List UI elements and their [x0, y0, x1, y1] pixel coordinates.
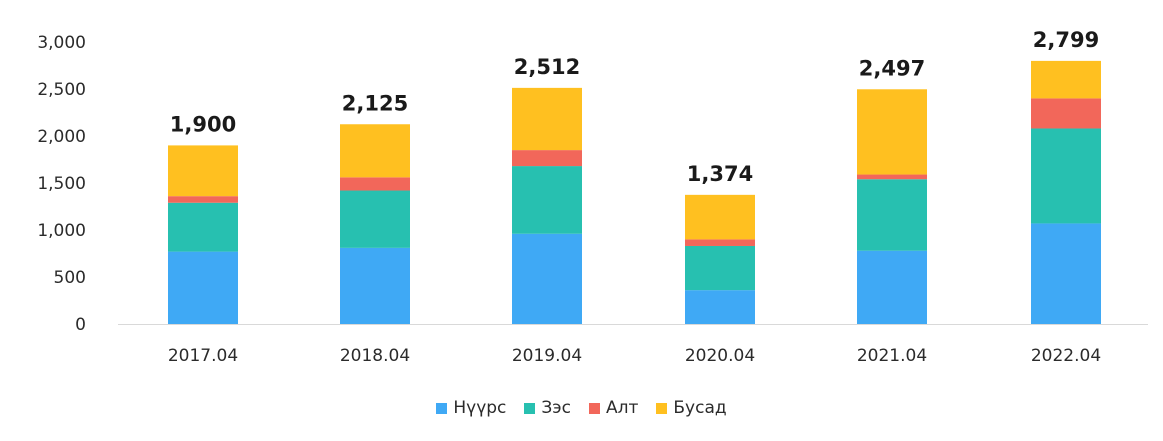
total-label: 2,512 — [514, 55, 580, 79]
bar-segment-other — [168, 145, 238, 197]
legend-item-coal: Нүүрс — [436, 398, 506, 418]
total-label: 2,799 — [1033, 28, 1099, 52]
bar-segment-coal — [857, 250, 927, 324]
x-tick-label: 2017.04 — [168, 346, 238, 366]
bar-segment-other — [857, 89, 927, 175]
bar-segment-gold — [857, 174, 927, 180]
bar-segment-copper — [685, 245, 755, 291]
legend-label-other: Бусад — [673, 398, 727, 418]
total-label: 2,125 — [342, 91, 408, 115]
legend-label-coal: Нүүрс — [453, 398, 507, 418]
legend-label-copper: Зэс — [541, 398, 571, 418]
x-tick-label: 2018.04 — [340, 346, 410, 366]
legend-label-gold: Алт — [605, 398, 639, 418]
x-tick-label: 2019.04 — [512, 346, 582, 366]
bar-segment-copper — [512, 166, 582, 234]
legend-item-copper: Зэс — [524, 398, 571, 418]
y-tick-label: 0 — [75, 315, 86, 335]
x-tick-label: 2021.04 — [857, 346, 927, 366]
bar-segment-gold — [340, 177, 410, 191]
total-label: 1,374 — [687, 162, 753, 186]
bar-segment-coal — [512, 233, 582, 324]
bar-segment-gold — [685, 239, 755, 246]
y-tick-label: 2,000 — [37, 127, 86, 147]
x-tick-label: 2020.04 — [685, 346, 755, 366]
y-tick-label: 500 — [54, 268, 86, 288]
bar-segment-coal — [685, 290, 755, 324]
y-tick-label: 3,000 — [37, 33, 86, 53]
x-tick-label: 2022.04 — [1031, 346, 1101, 366]
bar-segment-gold — [168, 196, 238, 203]
bar-segment-gold — [512, 150, 582, 167]
legend-swatch-coal — [436, 402, 448, 414]
bar-segment-copper — [340, 190, 410, 248]
bar-segment-other — [1031, 60, 1101, 99]
bar-segment-coal — [340, 247, 410, 324]
bar-segment-coal — [168, 251, 238, 324]
legend-item-gold: Алт — [588, 398, 639, 418]
legend-item-other: Бусад — [656, 398, 727, 418]
legend-swatch-gold — [588, 402, 600, 414]
y-tick-label: 1,000 — [37, 221, 86, 241]
bar-segment-copper — [1031, 128, 1101, 224]
legend: Нүүрс Зэс Алт Бусад — [0, 398, 1163, 418]
y-tick-label: 1,500 — [37, 174, 86, 194]
bar-segment-gold — [1031, 98, 1101, 129]
legend-swatch-copper — [524, 402, 536, 414]
bar-segment-other — [340, 124, 410, 178]
total-label: 2,497 — [859, 56, 925, 80]
bar-segment-copper — [857, 179, 927, 251]
bar-segment-other — [512, 87, 582, 151]
bar-segment-coal — [1031, 223, 1101, 324]
y-tick-label: 2,500 — [37, 80, 86, 100]
bar-segment-copper — [168, 202, 238, 252]
legend-swatch-other — [656, 402, 668, 414]
bar-segment-other — [685, 194, 755, 240]
total-label: 1,900 — [170, 112, 236, 136]
